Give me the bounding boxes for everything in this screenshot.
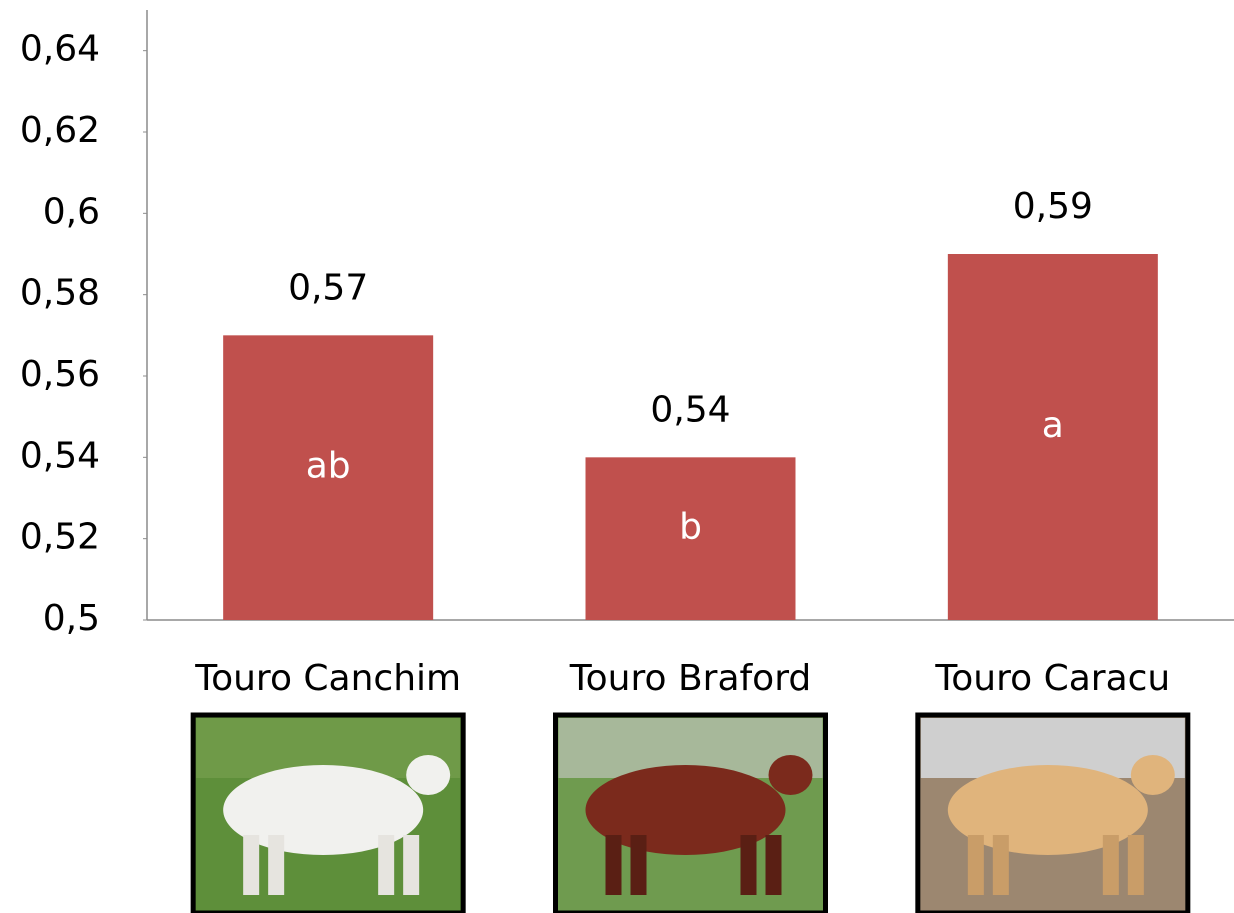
x-tick-label: Touro Canchim bbox=[194, 658, 461, 699]
x-tick-label: Touro Braford bbox=[569, 658, 811, 699]
cow-leg bbox=[403, 835, 420, 895]
y-tick-label: 0,64 bbox=[20, 29, 100, 70]
y-tick-label: 0,58 bbox=[20, 273, 100, 314]
bar bbox=[223, 335, 434, 620]
cow-leg bbox=[967, 835, 984, 895]
cow-leg bbox=[1127, 835, 1144, 895]
y-tick-label: 0,52 bbox=[20, 517, 100, 558]
significance-letter: b bbox=[679, 507, 702, 548]
cow-head bbox=[406, 755, 451, 795]
value-label: 0,57 bbox=[288, 267, 368, 308]
cow-leg bbox=[992, 835, 1009, 895]
bar bbox=[947, 254, 1158, 620]
y-tick-label: 0,6 bbox=[43, 191, 100, 232]
y-tick-label: 0,54 bbox=[20, 435, 100, 476]
cow-head bbox=[768, 755, 813, 795]
value-label: 0,59 bbox=[1013, 186, 1093, 227]
y-tick-label: 0,62 bbox=[20, 110, 100, 151]
cow-leg bbox=[268, 835, 285, 895]
significance-letter: ab bbox=[306, 446, 351, 487]
y-tick-label: 0,5 bbox=[43, 598, 100, 639]
cow-leg bbox=[1102, 835, 1119, 895]
cow-body bbox=[947, 765, 1148, 855]
value-label: 0,54 bbox=[650, 389, 730, 430]
cow-leg bbox=[740, 835, 757, 895]
bar bbox=[585, 457, 796, 620]
cow-leg bbox=[605, 835, 622, 895]
cow-body bbox=[223, 765, 424, 855]
x-tick-label: Touro Caracu bbox=[934, 658, 1170, 699]
cow-body bbox=[585, 765, 786, 855]
cow-leg bbox=[765, 835, 782, 895]
y-tick-label: 0,56 bbox=[20, 354, 100, 395]
cow-head bbox=[1130, 755, 1175, 795]
cow-leg bbox=[243, 835, 260, 895]
significance-letter: a bbox=[1042, 405, 1064, 446]
cow-leg bbox=[630, 835, 647, 895]
cow-leg bbox=[378, 835, 395, 895]
